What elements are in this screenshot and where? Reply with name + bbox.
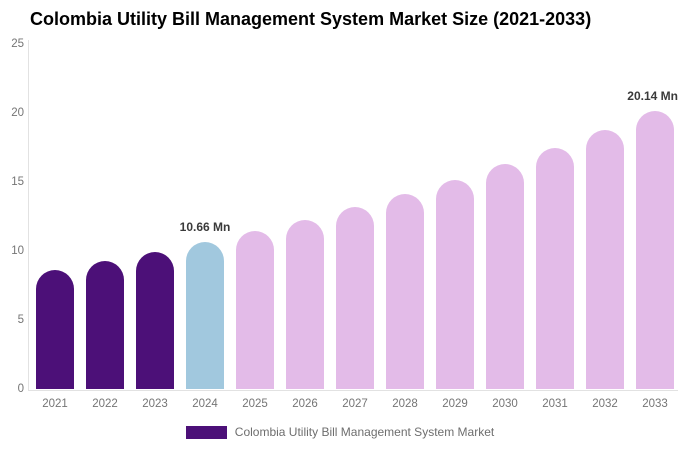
x-tick-2030: 2030 (492, 398, 518, 410)
bar-2024 (186, 241, 224, 389)
y-tick-0: 0 (17, 383, 24, 395)
value-label-2024: 10.66 Mn (179, 219, 231, 234)
x-tick-2031: 2031 (542, 398, 568, 410)
y-tick-15: 15 (11, 176, 24, 188)
legend-swatch (185, 425, 227, 439)
value-label-2033: 20.14 Mn (627, 89, 678, 104)
chart-title: Colombia Utility Bill Management System … (30, 9, 592, 29)
bar-2030 (486, 164, 524, 389)
x-tick-2023: 2023 (142, 398, 168, 410)
legend-label: Colombia Utility Bill Management System … (234, 425, 495, 439)
bar-2022 (86, 261, 124, 389)
x-tick-2021: 2021 (42, 398, 68, 410)
bar-2029 (436, 179, 474, 389)
bar-2032 (586, 129, 624, 389)
bar-2033 (636, 111, 674, 389)
x-tick-2024: 2024 (192, 398, 218, 410)
bar-2026 (286, 219, 324, 389)
y-tick-10: 10 (11, 245, 24, 257)
x-tick-2026: 2026 (292, 398, 318, 410)
y-tick-25: 25 (11, 38, 24, 50)
x-axis-line (28, 390, 678, 391)
x-tick-2033: 2033 (642, 398, 668, 410)
bar-2028 (386, 193, 424, 389)
y-tick-20: 20 (11, 107, 24, 119)
x-tick-2022: 2022 (92, 398, 118, 410)
bar-2023 (136, 251, 174, 389)
bar-2027 (336, 207, 374, 389)
bar-2021 (36, 270, 74, 389)
bar-2025 (236, 231, 274, 389)
x-tick-2029: 2029 (442, 398, 468, 410)
y-tick-5: 5 (17, 314, 24, 326)
legend: Colombia Utility Bill Management System … (0, 425, 680, 439)
x-tick-2025: 2025 (242, 398, 268, 410)
bar-2031 (536, 147, 574, 389)
y-axis-line (28, 40, 29, 391)
x-tick-2028: 2028 (392, 398, 418, 410)
x-tick-2032: 2032 (592, 398, 618, 410)
x-tick-2027: 2027 (342, 398, 368, 410)
